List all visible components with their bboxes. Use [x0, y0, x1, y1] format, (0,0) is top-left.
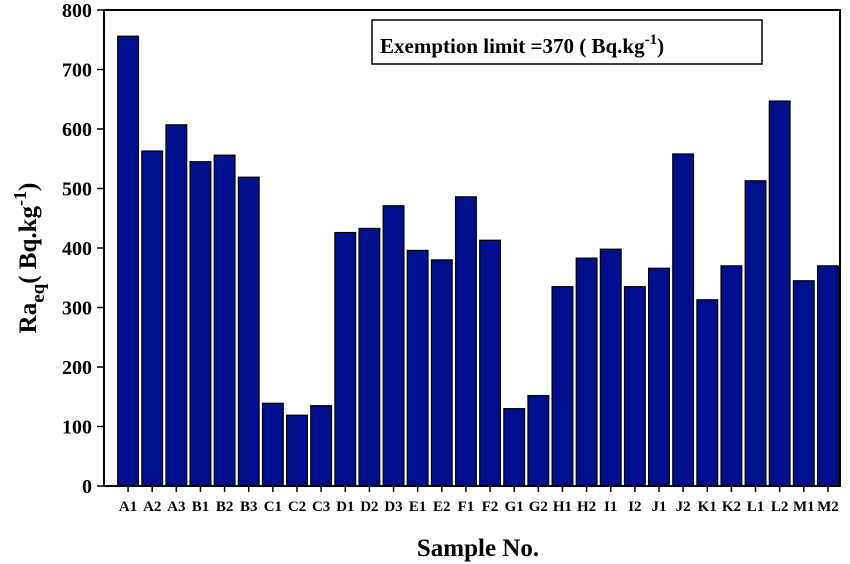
y-axis-title-subscript: eq	[28, 283, 49, 302]
bar-J2	[672, 153, 695, 487]
x-tick-label-M1: M1	[793, 499, 815, 515]
bar-G1	[503, 408, 526, 487]
y-tick-label-200: 200	[62, 357, 92, 379]
bar-B3	[237, 176, 260, 487]
bar-A2	[141, 150, 164, 487]
y-tick-label-300: 300	[62, 298, 92, 320]
x-tick-label-D3: D3	[384, 499, 402, 515]
bar-A3	[165, 124, 188, 487]
bar-E1	[406, 249, 429, 487]
y-tick-label-400: 400	[62, 238, 92, 260]
bar-I2	[623, 286, 646, 487]
x-axis-tick-labels: A1 A2 A3 B1 B2 B3 C1 C2 C3 D1 D2 D3 E1 E2 F1 F2 G1 G2 H1 H2…	[119, 499, 839, 515]
x-tick-label-H2: H2	[577, 499, 596, 515]
x-tick-label-B2: B2	[216, 499, 234, 515]
bar-C1	[261, 402, 284, 487]
bar-F1	[454, 196, 477, 487]
x-tick-label-D1: D1	[336, 499, 354, 515]
x-tick-label-I2: I2	[628, 499, 641, 515]
x-tick-label-B1: B1	[192, 499, 210, 515]
x-tick-label-E2: E2	[433, 499, 451, 515]
bar-L1	[744, 180, 767, 487]
x-tick-label-B3: B3	[240, 499, 258, 515]
x-tick-label-H1: H1	[553, 499, 572, 515]
bar-K1	[696, 299, 719, 487]
bar-B1	[189, 161, 212, 487]
y-axis-title-superscript: -1	[10, 191, 30, 206]
x-tick-label-G1: G1	[505, 499, 524, 515]
annotation-box: Exemption limit =370 ( Bq.kg-1)	[371, 19, 763, 65]
bar-D1	[334, 231, 357, 487]
y-tick-label-600: 600	[62, 119, 92, 141]
bar-G2	[527, 394, 550, 487]
annotation-superscript: -1	[645, 32, 658, 48]
bar-D3	[382, 205, 405, 487]
bars-group	[117, 35, 839, 487]
x-tick-label-A1: A1	[119, 499, 137, 515]
y-tick-label-500: 500	[62, 179, 92, 201]
bar-C2	[286, 414, 308, 487]
bar-H1	[551, 286, 574, 487]
x-tick-label-J1: J1	[652, 499, 667, 515]
bar-D2	[358, 227, 381, 487]
plot-frame	[103, 9, 841, 487]
x-tick-label-K1: K1	[698, 499, 717, 515]
x-tick-label-F2: F2	[482, 499, 499, 515]
y-axis-ticks: 0 100 200 300 400 500 600 700 800	[62, 0, 104, 498]
x-tick-label-L2: L2	[771, 499, 789, 515]
x-tick-label-C3: C3	[312, 499, 330, 515]
bar-L2	[768, 100, 791, 487]
y-tick-label-100: 100	[62, 417, 92, 439]
y-axis-title-unit: ( Bq.kg	[15, 205, 42, 283]
x-tick-label-M2: M2	[817, 499, 839, 515]
bar-M1	[792, 280, 815, 487]
x-tick-label-D2: D2	[360, 499, 378, 515]
x-tick-label-A2: A2	[143, 499, 161, 515]
x-tick-label-C1: C1	[264, 499, 282, 515]
annotation-main: Exemption limit =370 ( Bq.kg	[380, 34, 645, 58]
bar-F2	[479, 239, 502, 487]
y-axis-title: Raeq( Bq.kg-1)	[10, 183, 49, 334]
x-tick-label-K2: K2	[722, 499, 741, 515]
bar-M2	[816, 265, 839, 487]
x-tick-label-C2: C2	[288, 499, 306, 515]
bar-A1	[117, 35, 140, 487]
x-axis-title: Sample No.	[417, 535, 539, 562]
annotation-text: Exemption limit =370 ( Bq.kg-1)	[380, 32, 664, 58]
y-tick-label-0: 0	[82, 476, 92, 498]
y-axis-title-main: Ra	[15, 302, 42, 333]
y-axis-title-close: )	[15, 183, 42, 191]
bar-B2	[213, 154, 236, 487]
annotation-close: )	[657, 34, 664, 58]
bar-E2	[430, 259, 453, 487]
x-tick-label-I1: I1	[604, 499, 617, 515]
x-tick-label-L1: L1	[747, 499, 765, 515]
bar-I1	[599, 248, 622, 487]
bar-K2	[720, 265, 743, 487]
y-tick-label-700: 700	[62, 60, 92, 82]
bar-H2	[575, 257, 598, 487]
bar-J1	[648, 267, 670, 487]
annotation-frame	[371, 19, 763, 65]
y-tick-label-800: 800	[62, 0, 92, 22]
x-tick-label-E1: E1	[409, 499, 427, 515]
x-tick-label-F1: F1	[458, 499, 475, 515]
x-tick-label-A3: A3	[167, 499, 185, 515]
x-tick-label-G2: G2	[529, 499, 548, 515]
x-tick-label-J2: J2	[676, 499, 691, 515]
bar-C3	[310, 405, 333, 487]
